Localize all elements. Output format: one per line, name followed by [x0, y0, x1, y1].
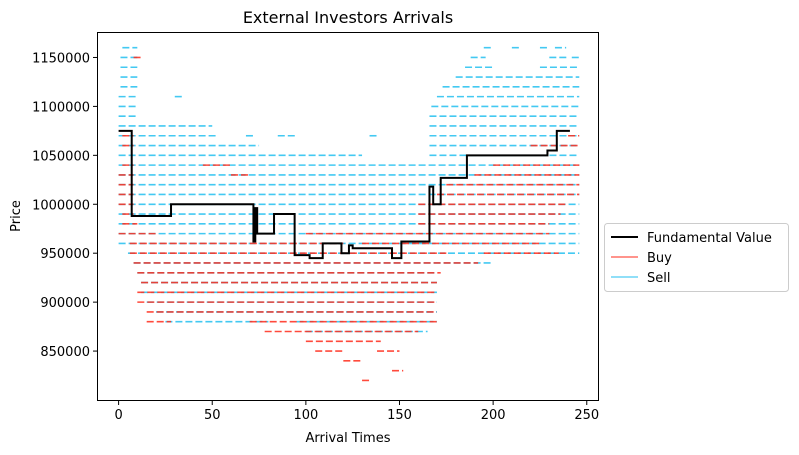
- y-tick-label: 950000: [40, 247, 90, 262]
- x-tick-label: 50: [204, 408, 221, 423]
- fundamental-value-series: [118, 129, 570, 260]
- plot-frame: [97, 32, 599, 401]
- legend: Fundamental Value Buy Sell: [604, 223, 789, 292]
- x-axis: 0 50 100 150 200 250: [114, 400, 599, 423]
- legend-sell-label: Sell: [647, 271, 670, 286]
- x-tick-label: 250: [574, 408, 599, 423]
- chart-title: External Investors Arrivals: [243, 8, 453, 27]
- y-tick-label: 1050000: [32, 149, 90, 164]
- y-tick-label: 850000: [40, 345, 90, 360]
- y-tick-label: 1150000: [32, 51, 90, 66]
- legend-fundamental-label: Fundamental Value: [647, 231, 772, 246]
- fundamental-value-line: [118, 129, 570, 260]
- x-tick-label: 0: [114, 408, 122, 423]
- y-tick-label: 1000000: [32, 198, 90, 213]
- y-axis: 850000 900000 950000 1000000 1050000 1100000 1…: [32, 51, 98, 360]
- x-tick-label: 200: [481, 408, 506, 423]
- legend-buy-label: Buy: [647, 251, 672, 266]
- sell-series: [118, 46, 580, 333]
- x-axis-label: Arrival Times: [306, 431, 391, 446]
- y-tick-label: 900000: [40, 296, 90, 311]
- x-tick-label: 100: [293, 408, 318, 423]
- y-tick-label: 1100000: [32, 100, 90, 115]
- buy-series: [118, 56, 580, 382]
- y-axis-label: Price: [9, 200, 24, 232]
- legend-box: [604, 223, 789, 292]
- x-tick-label: 150: [387, 408, 412, 423]
